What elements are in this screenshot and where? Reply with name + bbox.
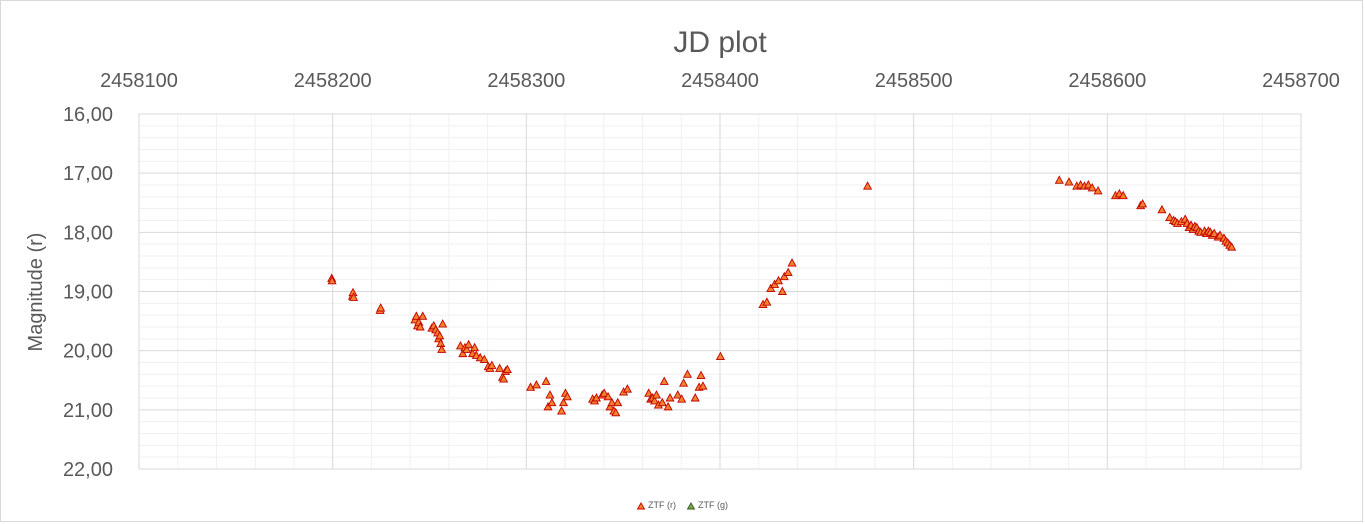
data-point-ztf-r xyxy=(762,297,772,306)
x-tick-label: 2458200 xyxy=(294,70,372,92)
data-point-ztf-r xyxy=(526,382,536,391)
data-point-ztf-r xyxy=(611,407,621,417)
data-point-ztf-r xyxy=(376,303,386,312)
data-point-ztf-r xyxy=(677,394,687,403)
data-point-ztf-r xyxy=(682,369,693,378)
data-point-ztf-r xyxy=(690,393,700,402)
x-tick-label: 2458300 xyxy=(487,70,565,92)
data-point-ztf-r xyxy=(599,388,609,397)
data-point-ztf-r xyxy=(437,344,447,353)
data-point-ztf-r xyxy=(777,286,787,295)
data-point-ztf-r xyxy=(649,396,660,405)
data-point-ztf-r xyxy=(613,397,623,407)
data-point-ztf-r xyxy=(327,275,337,285)
data-point-ztf-r xyxy=(438,319,448,328)
data-point-ztf-r xyxy=(659,376,669,385)
data-point-ztf-r xyxy=(673,390,683,399)
data-point-ztf-r xyxy=(679,378,689,387)
data-point-ztf-r xyxy=(1165,212,1175,221)
data-point-ztf-r xyxy=(787,258,797,267)
data-points xyxy=(327,175,1237,417)
data-point-ztf-r xyxy=(665,393,675,402)
data-point-ztf-r xyxy=(863,181,873,190)
plot-grid xyxy=(138,113,1302,470)
data-point-ztf-r xyxy=(696,370,706,379)
data-point-ztf-r xyxy=(783,267,793,277)
data-point-ztf-r xyxy=(766,283,776,292)
data-point-ztf-r xyxy=(418,311,428,320)
data-point-ztf-r xyxy=(349,292,359,301)
data-point-ztf-r xyxy=(651,390,662,399)
data-point-ztf-r xyxy=(562,391,572,401)
data-point-ztf-r xyxy=(541,376,551,385)
x-tick-labels: 2458100 2458200 2458300 2458400 2458500 24586… xyxy=(100,70,1340,92)
y-tick-label: 22,00 xyxy=(63,459,113,481)
data-point-ztf-r xyxy=(1064,177,1074,186)
y-tick-label: 21,00 xyxy=(63,400,113,422)
data-point-ztf-r xyxy=(644,388,654,397)
data-point-ztf-r xyxy=(603,391,613,401)
legend-item-g: ZTF (g) xyxy=(686,500,728,510)
data-point-ztf-r xyxy=(1083,180,1093,189)
data-point-ztf-r xyxy=(1138,198,1148,208)
data-point-ztf-r xyxy=(502,364,512,374)
y-tick-label: 18,00 xyxy=(63,222,113,244)
data-point-ztf-r xyxy=(1054,175,1064,184)
x-tick-label: 2458500 xyxy=(875,70,953,92)
legend-marker-g xyxy=(686,502,696,510)
data-point-ztf-r xyxy=(557,406,567,415)
data-point-ztf-r xyxy=(558,397,569,407)
data-point-ztf-r xyxy=(1087,183,1097,192)
data-point-ztf-r xyxy=(487,360,497,369)
data-point-ztf-r xyxy=(415,322,425,331)
y-axis-label: Magnitude (r) xyxy=(25,233,47,352)
data-point-ztf-r xyxy=(1157,204,1167,214)
data-point-ztf-r xyxy=(531,380,541,389)
data-point-ztf-r xyxy=(470,342,480,352)
x-tick-label: 2458700 xyxy=(1262,70,1340,92)
data-point-ztf-r xyxy=(773,275,784,285)
data-point-ztf-r xyxy=(543,401,553,411)
data-point-ztf-r xyxy=(547,397,557,407)
data-point-ztf-r xyxy=(1093,185,1103,195)
data-point-ztf-r xyxy=(715,351,725,361)
data-point-ztf-r xyxy=(495,363,505,372)
y-tick-label: 20,00 xyxy=(63,341,113,363)
legend-item-r: ZTF (r) xyxy=(636,500,676,510)
x-tick-label: 2458100 xyxy=(100,70,178,92)
data-point-ztf-r xyxy=(455,340,466,350)
legend-marker-r xyxy=(636,502,646,510)
data-point-ztf-r xyxy=(1209,228,1219,237)
data-point-ztf-r xyxy=(779,271,789,281)
y-tick-labels: 16,00 17,00 18,00 19,00 20,00 21,00 22,00 xyxy=(63,104,113,481)
data-point-ztf-r xyxy=(411,311,421,320)
data-point-ztf-r xyxy=(622,384,632,393)
data-point-ztf-r xyxy=(607,397,617,407)
data-point-ztf-r xyxy=(435,330,445,340)
data-point-ztf-r xyxy=(698,381,708,390)
data-point-ztf-r xyxy=(605,401,615,411)
data-point-ztf-r xyxy=(545,390,555,399)
x-tick-label: 2458400 xyxy=(681,70,759,92)
data-point-ztf-r xyxy=(663,401,673,411)
legend-label-r: ZTF (r) xyxy=(648,500,676,510)
y-tick-label: 19,00 xyxy=(63,282,113,304)
y-tick-label: 17,00 xyxy=(63,163,113,185)
x-tick-label: 2458600 xyxy=(1068,70,1146,92)
data-point-ztf-r xyxy=(1227,242,1237,251)
data-point-ztf-r xyxy=(657,397,667,407)
data-point-ztf-r xyxy=(1118,190,1128,200)
data-point-ztf-r xyxy=(479,354,489,363)
data-point-ztf-r xyxy=(462,344,472,353)
data-point-ztf-r xyxy=(1215,230,1225,239)
data-point-ztf-r xyxy=(458,348,468,358)
legend: ZTF (r) ZTF (g) xyxy=(636,500,728,510)
y-tick-label: 16,00 xyxy=(63,104,113,126)
data-point-ztf-r xyxy=(464,339,474,349)
legend-label-g: ZTF (g) xyxy=(698,500,728,510)
chart-title: JD plot xyxy=(673,26,767,59)
data-point-ztf-r xyxy=(499,374,509,383)
